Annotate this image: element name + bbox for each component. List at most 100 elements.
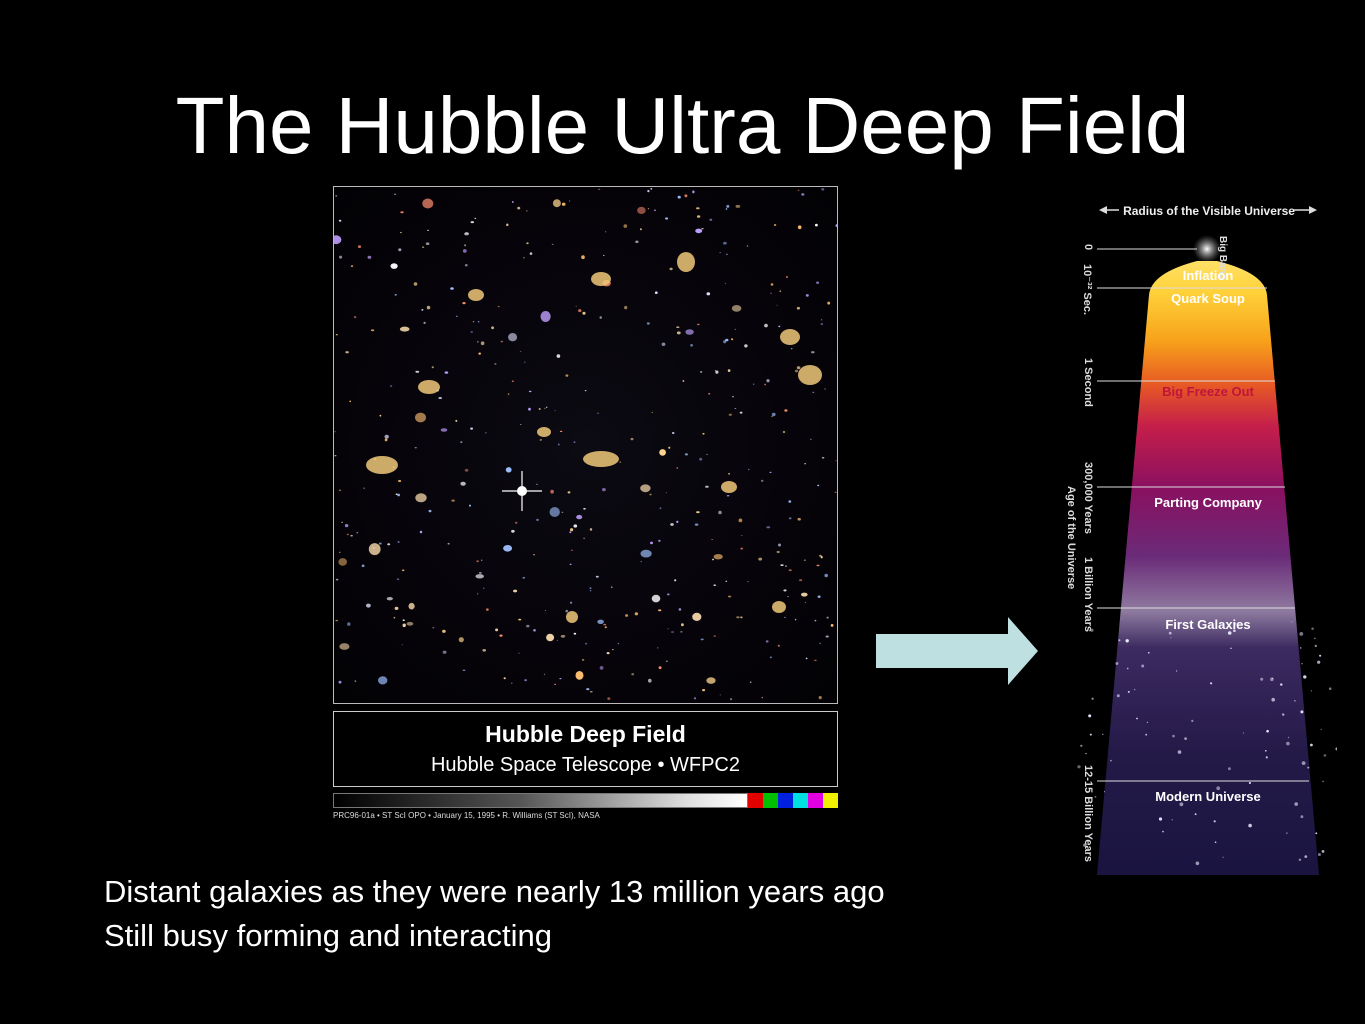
hubble-deep-field-image — [333, 186, 838, 704]
galaxy-speck — [657, 647, 659, 649]
galaxy-speck — [476, 593, 479, 595]
galaxy-speck — [526, 242, 529, 245]
galaxy-speck — [576, 514, 583, 520]
galaxy-speck — [389, 385, 393, 387]
galaxy-speck — [727, 595, 732, 598]
galaxy-speck — [503, 677, 506, 680]
galaxy-speck — [544, 407, 546, 409]
galaxy-speck — [559, 430, 563, 433]
galaxy-speck — [595, 575, 599, 578]
timeline-star — [1314, 637, 1316, 639]
timeline-star — [1265, 756, 1268, 759]
galaxy-speck — [696, 323, 700, 326]
galaxy-speck — [578, 309, 582, 313]
galaxy-speck — [483, 587, 485, 589]
galaxy-speck — [753, 383, 755, 385]
color-swatch — [748, 793, 763, 808]
galaxy-speck — [835, 224, 837, 227]
galaxy-speck — [400, 211, 404, 214]
timeline-star — [1311, 627, 1314, 630]
galaxy-speck — [736, 616, 740, 619]
galaxy-speck — [524, 679, 527, 682]
galaxy-speck — [604, 231, 607, 233]
timeline-star — [1191, 719, 1194, 723]
galaxy-speck — [804, 559, 806, 561]
timeline-star — [1242, 732, 1245, 734]
galaxy-speck — [589, 528, 593, 531]
timeline-star — [1320, 728, 1322, 730]
galaxy-speck — [658, 609, 662, 612]
galaxy-speck — [378, 542, 382, 545]
galaxy-speck — [801, 592, 808, 597]
galaxy-speck — [472, 321, 475, 323]
galaxy-speck — [804, 463, 806, 465]
galaxy-speck — [764, 383, 766, 386]
galaxy-speck — [640, 561, 642, 563]
galaxy-speck — [658, 666, 662, 669]
galaxy-speck — [494, 363, 497, 365]
galaxy-speck — [667, 628, 669, 630]
galaxy-speck — [455, 419, 458, 422]
timeline-star — [1286, 741, 1290, 746]
galaxy-speck — [546, 406, 548, 408]
era-label: Big Freeze Out — [1162, 384, 1254, 399]
image-credit: PRC96-01a • ST ScI OPO • January 15, 199… — [333, 811, 600, 820]
timeline-star — [1248, 823, 1252, 828]
galaxy-speck — [777, 644, 780, 647]
galaxy-speck — [350, 265, 354, 267]
galaxy-speck — [706, 292, 711, 296]
galaxy-speck — [761, 696, 763, 699]
galaxy-speck — [749, 681, 752, 683]
galaxy-speck — [726, 204, 730, 208]
galaxy-speck — [728, 473, 731, 475]
timeline-star — [1310, 690, 1312, 692]
galaxy-speck — [470, 427, 473, 430]
timeline-star — [1210, 682, 1213, 685]
galaxy-speck — [640, 484, 651, 493]
galaxy-speck — [647, 208, 650, 210]
galaxy-speck — [597, 412, 599, 414]
galaxy-speck — [478, 571, 482, 574]
galaxy — [591, 272, 611, 286]
galaxy-speck — [797, 517, 801, 521]
galaxy-speck — [451, 499, 455, 502]
galaxy-speck — [770, 283, 774, 286]
galaxy-speck — [794, 369, 799, 373]
galaxy-speck — [812, 391, 815, 393]
galaxy-speck — [732, 396, 734, 398]
galaxy-speck — [780, 564, 784, 566]
timeline-star — [1171, 819, 1173, 821]
galaxy-speck — [708, 392, 711, 395]
galaxy-speck — [499, 634, 503, 637]
galaxy-speck — [470, 221, 474, 224]
galaxy-speck — [692, 612, 702, 621]
galaxy-speck — [818, 696, 822, 700]
galaxy-speck — [820, 556, 823, 559]
galaxy-speck — [344, 524, 349, 528]
galaxy-speck — [599, 316, 602, 319]
galaxy-speck — [728, 413, 732, 416]
timeline-star — [1298, 858, 1302, 861]
galaxy-speck — [423, 321, 426, 324]
galaxy-speck — [694, 523, 699, 526]
galaxy-speck — [699, 457, 703, 461]
timeline-star — [1089, 733, 1092, 736]
timeline-star — [1322, 780, 1324, 783]
galaxy-speck — [400, 231, 402, 234]
galaxy-speck — [709, 218, 713, 221]
timeline-star — [1179, 802, 1184, 807]
timeline-star — [1300, 710, 1304, 714]
galaxy-speck — [335, 195, 338, 197]
galaxy-speck — [617, 642, 620, 645]
galaxy-speck — [648, 678, 652, 683]
galaxy-speck — [649, 493, 652, 496]
galaxy-speck — [529, 252, 533, 255]
galaxy-speck — [557, 443, 560, 446]
galaxy-speck — [611, 586, 613, 588]
galaxy-speck — [508, 333, 518, 342]
galaxy-speck — [665, 492, 668, 494]
galaxy-speck — [658, 539, 661, 542]
galaxy-speck — [719, 252, 721, 254]
galaxy-speck — [384, 434, 389, 439]
timeline-star — [1265, 750, 1267, 752]
